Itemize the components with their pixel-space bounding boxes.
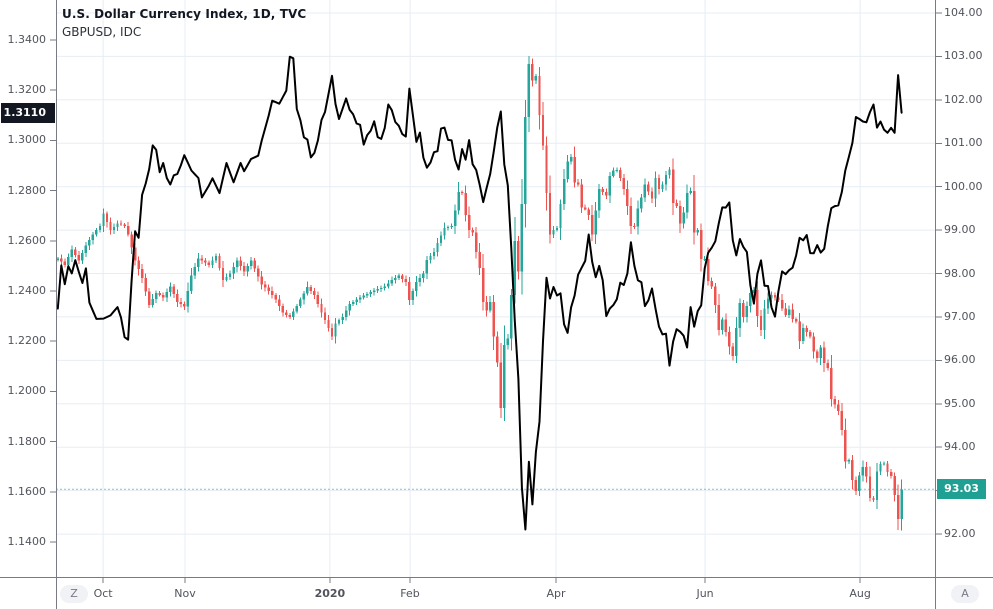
right-price-tick-label: 103.00 — [944, 49, 983, 63]
symbol-title[interactable]: U.S. Dollar Currency Index, 1D, TVC — [62, 7, 307, 21]
symbol-legend: U.S. Dollar Currency Index, 1D, TVC GBPU… — [62, 7, 306, 40]
dxy-price-badge: 93.03 — [937, 479, 986, 500]
right-price-tick-label: 101.00 — [944, 136, 983, 150]
right-price-tick-label: 97.00 — [944, 309, 976, 323]
left-price-tick-label: 1.3400 — [7, 32, 47, 46]
right-price-tick-label: 104.00 — [944, 6, 983, 19]
right-price-tick-label: 96.00 — [944, 353, 976, 367]
right-price-tick-label: 100.00 — [944, 179, 983, 193]
left-price-tick-label: 1.3000 — [7, 133, 47, 147]
time-tick-label: Nov — [174, 587, 196, 600]
right-price-tick-label: 102.00 — [944, 92, 983, 106]
left-price-tick-label: 1.1600 — [7, 484, 47, 498]
time-tick-label: Oct — [93, 587, 113, 600]
time-tick-label: Jun — [696, 587, 714, 600]
z-button[interactable]: Z — [60, 585, 88, 603]
left-price-tick-label: 1.1400 — [7, 535, 47, 549]
left-price-tick-label: 1.3200 — [7, 83, 47, 97]
left-price-tick-label: 1.2400 — [7, 284, 47, 297]
right-price-tick-label: 94.00 — [944, 440, 976, 454]
left-price-tick-label: 1.2000 — [7, 384, 47, 398]
left-price-tick-label: 1.1800 — [7, 434, 47, 448]
time-tick-label: Aug — [849, 587, 871, 600]
auto-scale-a-button[interactable]: A — [951, 585, 979, 603]
left-price-tick-label: 1.2200 — [7, 334, 47, 348]
right-price-tick-label: 95.00 — [944, 396, 976, 410]
time-scale[interactable] — [0, 578, 993, 609]
overlay-symbol-label[interactable]: GBPUSD, IDC — [62, 25, 142, 39]
left-price-tick-label: 1.2600 — [7, 233, 47, 247]
left-price-tick-label: 1.2800 — [7, 183, 47, 197]
right-price-tick-label: 99.00 — [944, 223, 976, 237]
right-price-tick-label: 98.00 — [944, 266, 976, 280]
time-tick-label: 2020 — [314, 587, 346, 600]
right-price-tick-label: 92.00 — [944, 527, 976, 541]
time-tick-label: Feb — [400, 587, 420, 600]
time-tick-label: Apr — [546, 587, 566, 600]
gbpusd-price-badge: 1.3110 — [1, 102, 55, 123]
